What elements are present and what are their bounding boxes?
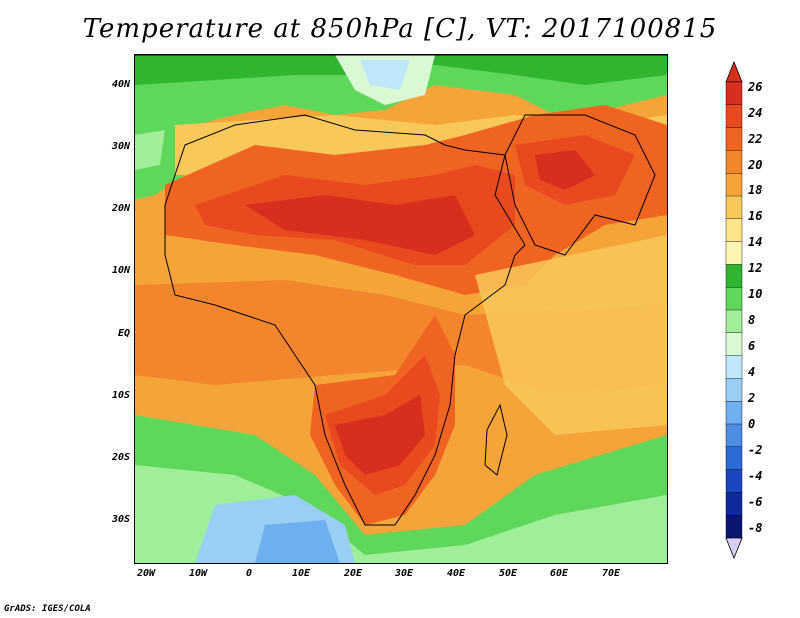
- colorbar-cell: [725, 264, 743, 288]
- colorbar-label: 6: [748, 339, 756, 353]
- colorbar-label: 10: [748, 287, 763, 301]
- colorbar-cell: [725, 241, 743, 265]
- colorbar: [725, 60, 743, 560]
- lat-label: 10S: [111, 390, 130, 401]
- credit-text: GrADS: IGES/COLA: [4, 604, 91, 614]
- colorbar-label: 14: [748, 235, 763, 249]
- colorbar-cell: [725, 218, 743, 243]
- colorbar-label: -4: [748, 469, 763, 483]
- lon-label: 20W: [136, 568, 156, 579]
- colorbar-label: 4: [748, 365, 756, 379]
- colorbar-cell: [725, 81, 743, 106]
- lon-label: 0: [245, 568, 253, 579]
- colorbar-cell: [725, 446, 743, 471]
- colorbar-label: 20: [748, 158, 763, 172]
- colorbar-cell: [725, 332, 743, 357]
- colorbar-cell: [725, 355, 743, 379]
- colorbar-label: 0: [748, 417, 756, 431]
- lat-label: 10N: [111, 265, 130, 276]
- lon-label: 70E: [601, 568, 621, 579]
- colorbar-cell: [725, 127, 743, 151]
- colorbar-label: 24: [748, 106, 763, 120]
- colorbar-cell: [725, 492, 743, 516]
- lon-label: 50E: [498, 568, 518, 579]
- colorbar-label: -2: [748, 443, 763, 457]
- temperature-map: [134, 54, 668, 564]
- colorbar-label: 8: [748, 313, 756, 327]
- colorbar-cell: [725, 469, 743, 493]
- colorbar-label: -8: [748, 521, 763, 535]
- colorbar-label: 16: [748, 209, 763, 223]
- lon-label: 40E: [446, 568, 466, 579]
- lat-label: 20N: [111, 203, 130, 214]
- lon-label: 10W: [188, 568, 208, 579]
- colorbar-cell: [725, 150, 743, 174]
- lon-label: 30E: [394, 568, 414, 579]
- colorbar-cell: [725, 172, 743, 197]
- lon-label: 20E: [343, 568, 363, 579]
- colorbar-cell: [725, 286, 743, 311]
- colorbar-cell: [725, 401, 743, 425]
- colorbar-bottom-arrow: [725, 537, 743, 560]
- colorbar-label: 2: [748, 391, 756, 405]
- colorbar-top-arrow: [725, 60, 743, 83]
- lat-label: 40N: [111, 79, 130, 90]
- map-title: Temperature at 850hPa [C], VT: 201710081…: [82, 14, 718, 44]
- colorbar-label: 12: [748, 261, 763, 275]
- colorbar-cell: [725, 104, 743, 129]
- lat-label: 20S: [111, 452, 130, 463]
- colorbar-cells: [725, 81, 743, 539]
- lat-label: 30N: [111, 141, 130, 152]
- colorbar-label: 18: [748, 183, 763, 197]
- colorbar-cell: [725, 195, 743, 220]
- lat-label: 30S: [111, 514, 130, 525]
- colorbar-cell: [725, 515, 743, 539]
- colorbar-cell: [725, 423, 743, 448]
- colorbar-label: 22: [748, 132, 763, 146]
- lon-label: 60E: [549, 568, 569, 579]
- colorbar-cell: [725, 309, 743, 334]
- colorbar-cell: [725, 378, 743, 402]
- colorbar-label: 26: [748, 80, 763, 94]
- map-canvas: [135, 55, 667, 563]
- lat-label: EQ: [117, 328, 130, 339]
- lon-label: 10E: [291, 568, 311, 579]
- colorbar-label: -6: [748, 495, 763, 509]
